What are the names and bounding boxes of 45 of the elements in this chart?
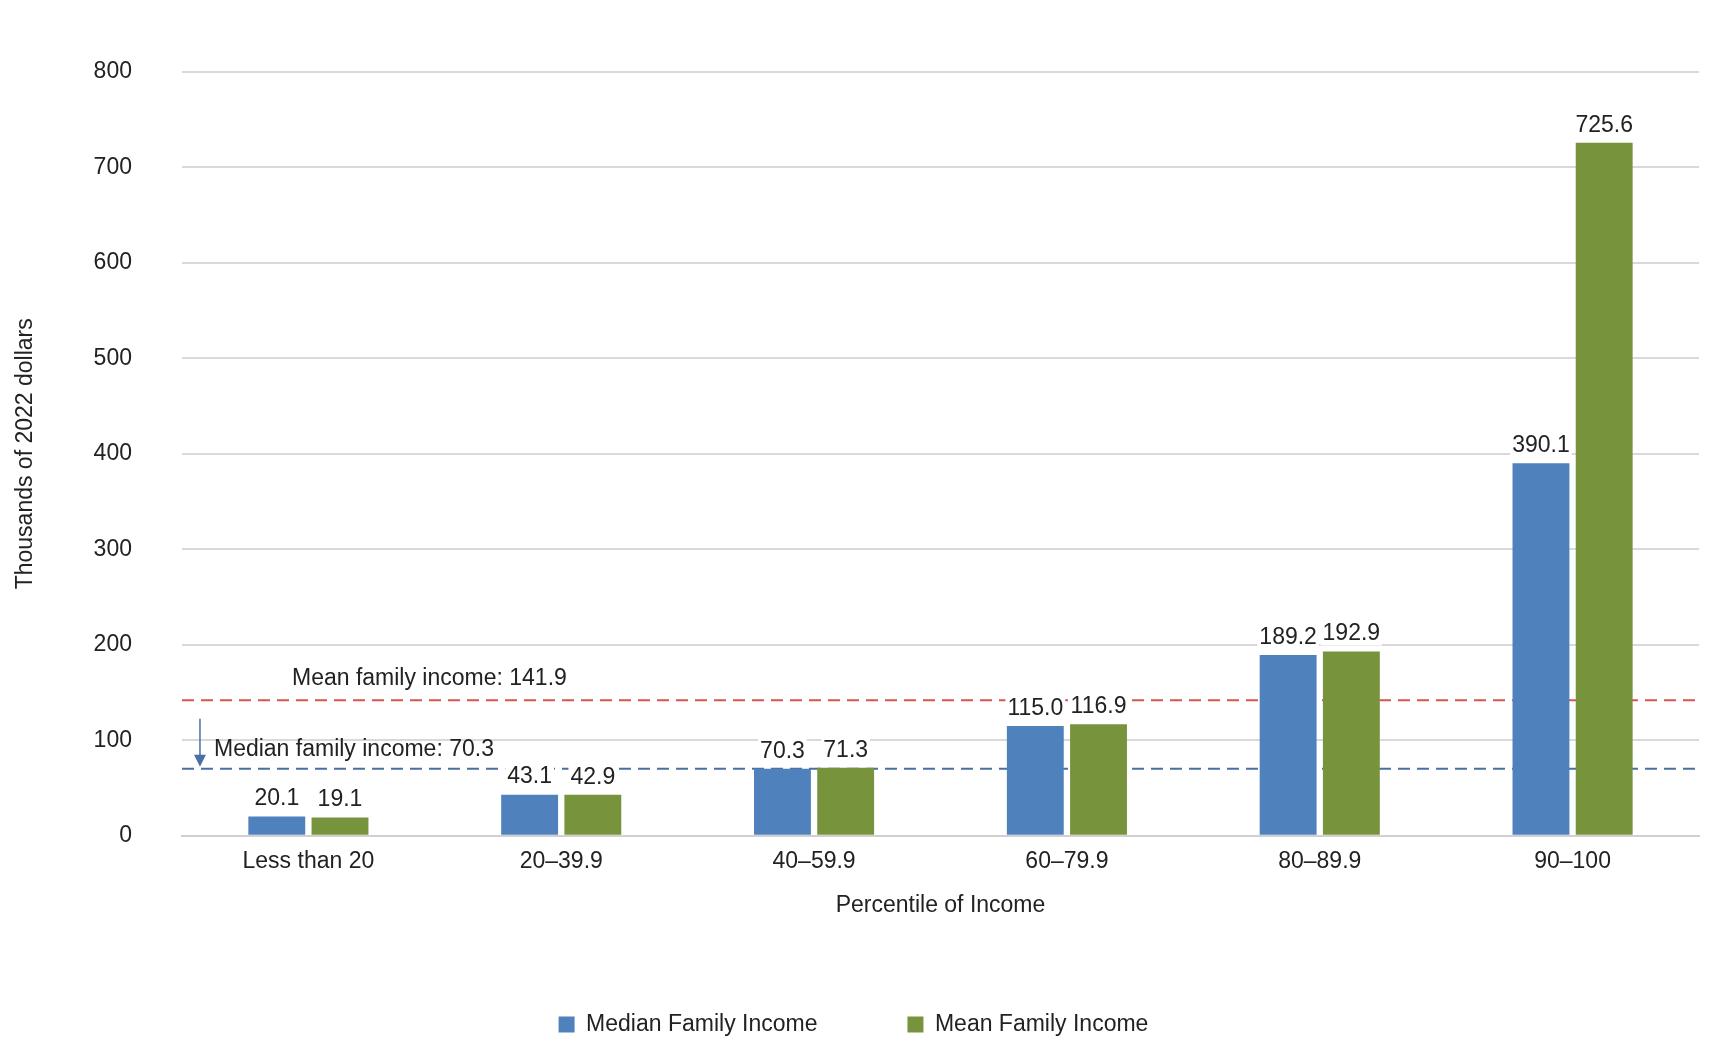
data-label: 71.3 <box>823 735 869 762</box>
legend-label: Median Family Income <box>586 1009 818 1036</box>
x-tick-label: 60–79.9 <box>1025 846 1109 873</box>
y-tick-label: 600 <box>93 248 132 275</box>
y-tick-label: 400 <box>93 439 132 466</box>
bar <box>248 816 306 835</box>
bar <box>1512 463 1570 835</box>
data-label: 42.9 <box>570 762 616 789</box>
bar <box>311 817 369 835</box>
x-tick-label: 80–89.9 <box>1278 846 1362 873</box>
y-axis-title: Thousands of 2022 dollars <box>11 318 38 590</box>
bar <box>1259 655 1317 835</box>
y-tick-label: 500 <box>93 343 132 370</box>
data-label: 390.1 <box>1512 431 1570 458</box>
y-tick-label: 0 <box>119 821 132 848</box>
data-label: 725.6 <box>1575 110 1633 137</box>
data-label: 192.9 <box>1322 619 1381 646</box>
legend-label: Median family income: 70.3 <box>213 734 494 761</box>
data-label: 116.9 <box>1070 692 1127 718</box>
data-label: 189.2 <box>1259 622 1317 649</box>
bar <box>1070 724 1127 835</box>
y-tick-label: 800 <box>93 57 132 84</box>
x-tick-label: 40–59.9 <box>772 846 856 873</box>
bar <box>501 794 559 835</box>
bar <box>754 768 811 835</box>
data-label: 20.1 <box>254 784 300 811</box>
y-tick-label: 700 <box>93 152 132 179</box>
data-label: 70.3 <box>760 736 805 763</box>
data-label: 19.1 <box>317 785 363 812</box>
ref-line-label: Mean family income: 141.9 <box>291 664 567 691</box>
bar <box>817 767 875 835</box>
bar <box>1322 651 1380 835</box>
x-tick-label: Less than 20 <box>242 846 375 873</box>
x-tick-label: 20–39.9 <box>519 846 603 873</box>
bar <box>564 794 622 835</box>
bar <box>1006 725 1064 835</box>
y-tick-label: 200 <box>93 630 132 657</box>
x-tick-label: 90–100 <box>1534 846 1611 873</box>
y-tick-label: 300 <box>93 534 132 561</box>
data-label: 43.1 <box>507 762 553 789</box>
x-axis-title: Percentile of Income <box>835 890 1046 917</box>
legend-label: Mean Family Income <box>934 1009 1149 1036</box>
data-label: 115.0 <box>1007 693 1064 720</box>
bar <box>1575 142 1633 835</box>
y-tick-label: 100 <box>93 725 132 752</box>
